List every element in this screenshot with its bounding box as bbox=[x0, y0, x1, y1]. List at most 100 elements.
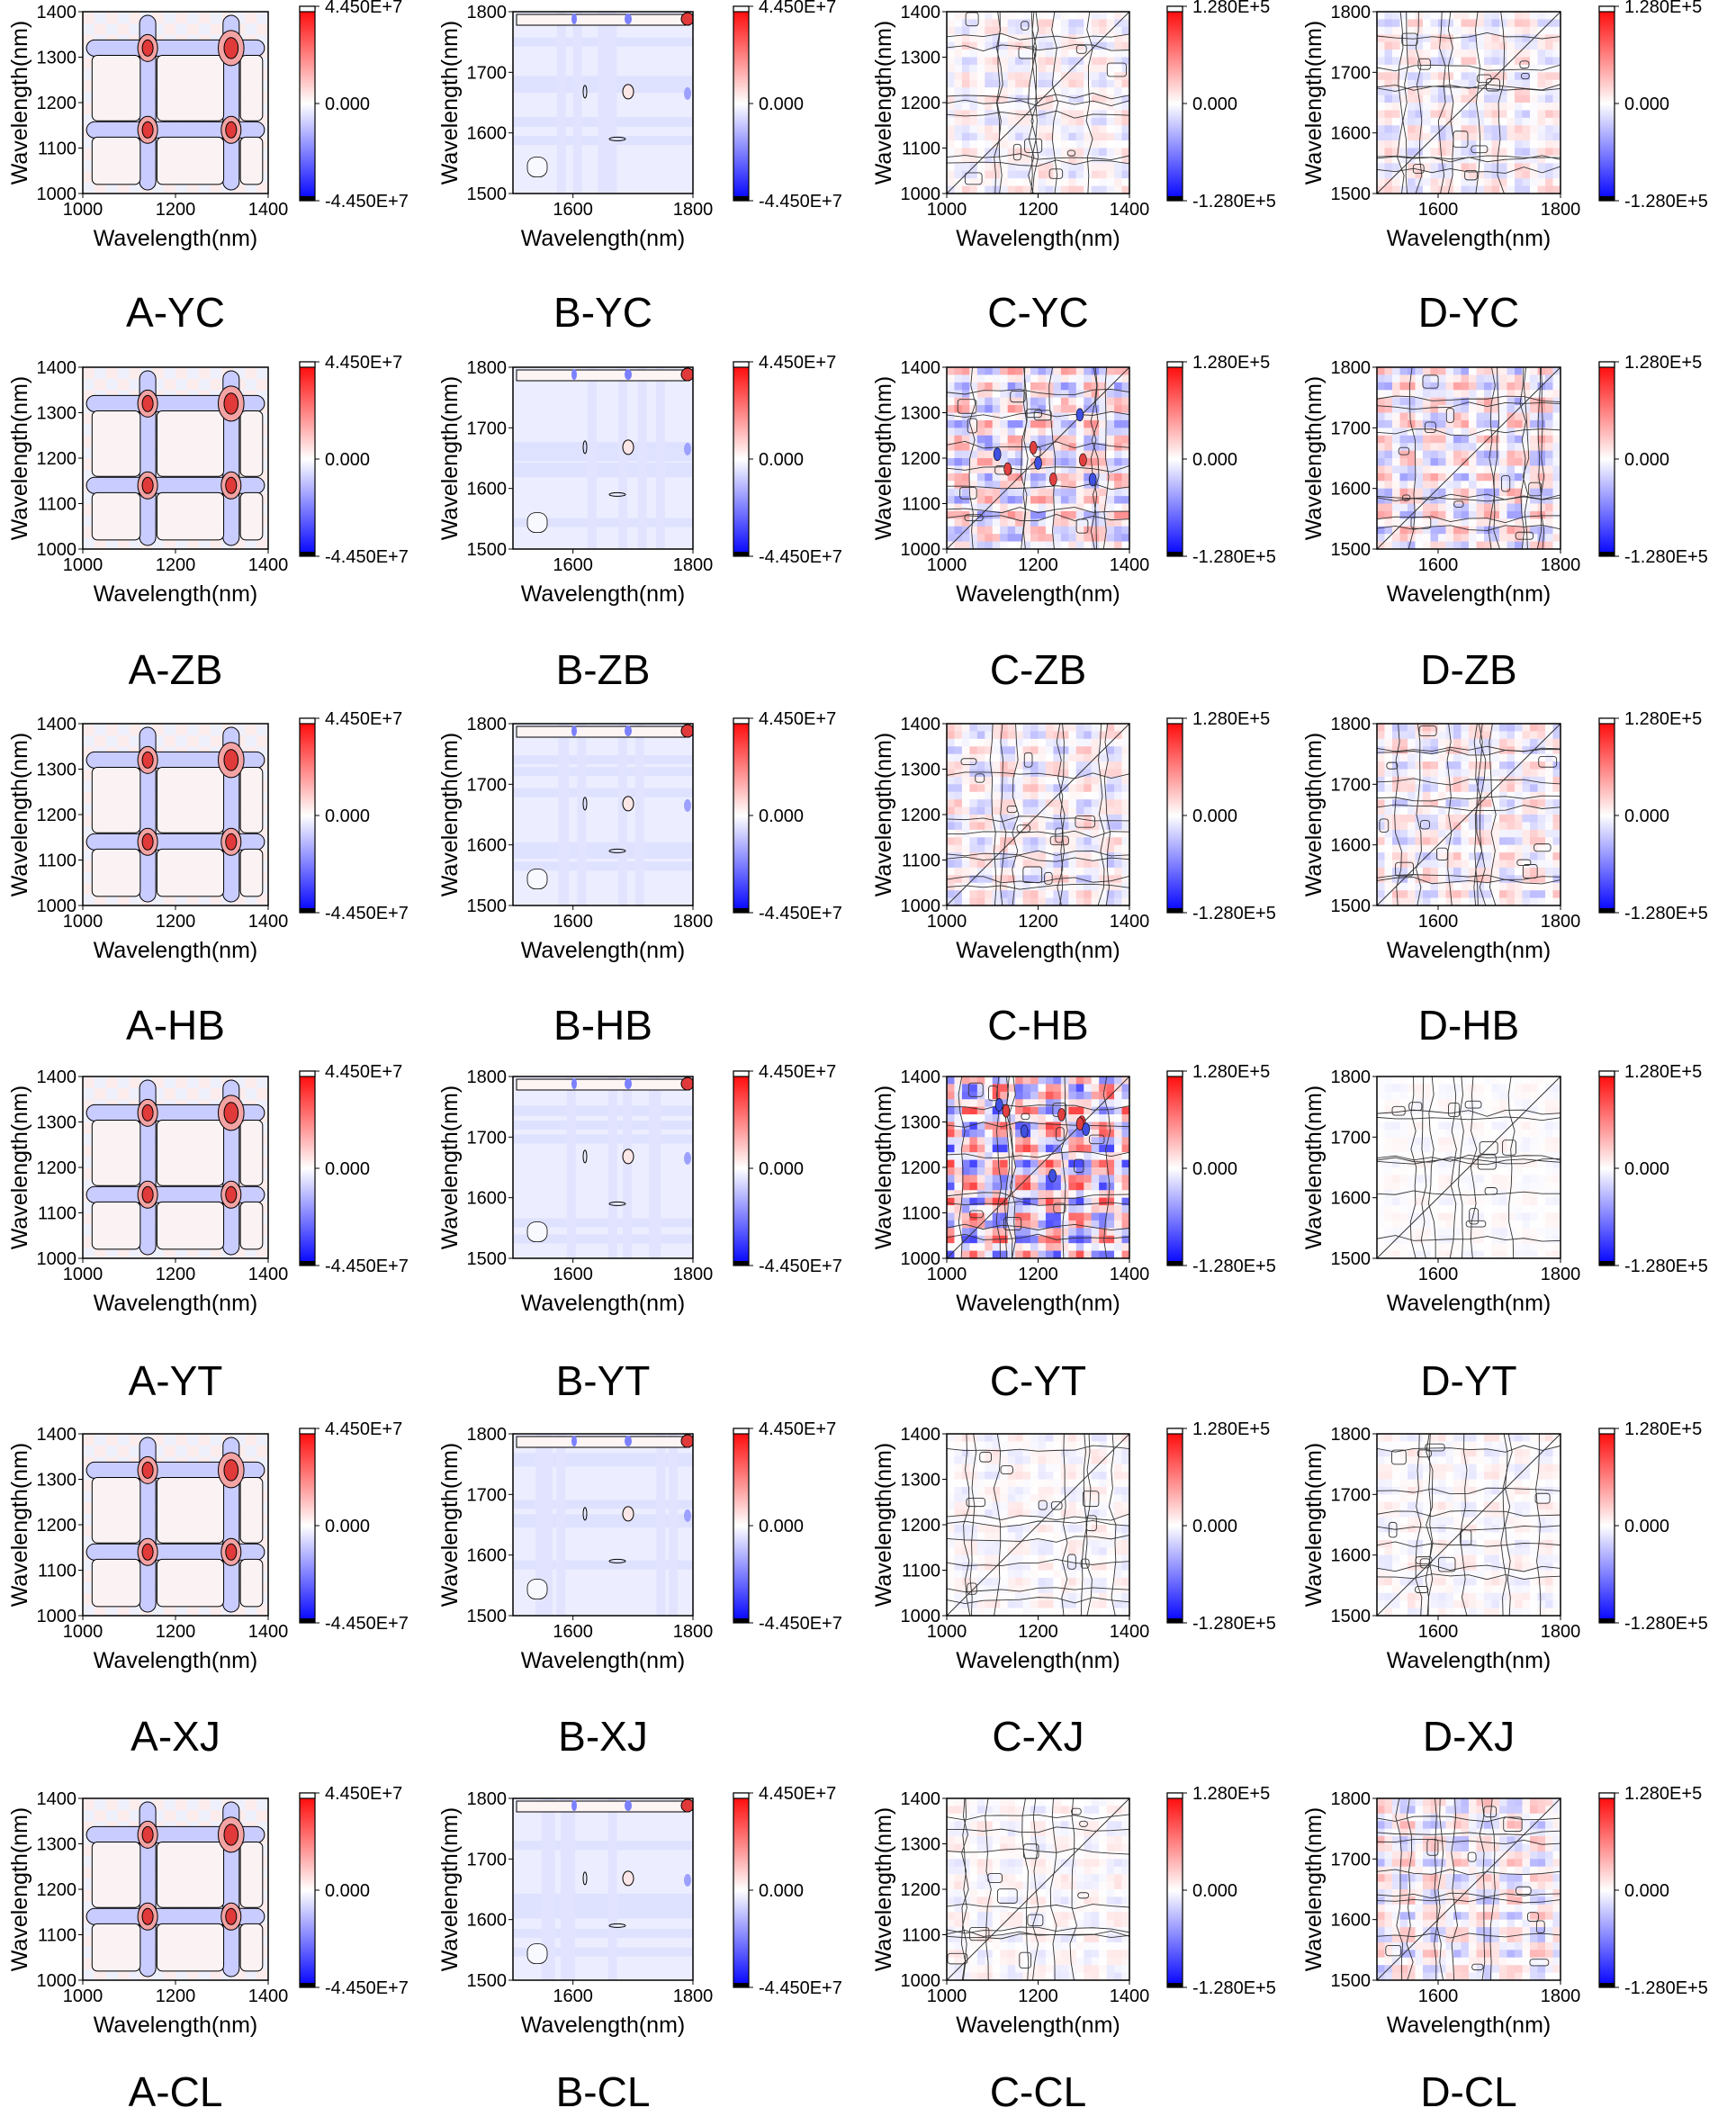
negative-peak bbox=[625, 369, 632, 380]
heat-cell bbox=[1415, 488, 1424, 497]
heat-cell bbox=[1423, 178, 1431, 186]
panel-D-ZB: 1600 18001500160017001800Wavelength(nm)Wa… bbox=[1301, 353, 1708, 693]
heat-cell bbox=[1491, 155, 1500, 164]
heat-cell bbox=[1106, 829, 1115, 838]
heat-cell bbox=[1075, 761, 1084, 770]
heat-cell bbox=[1545, 50, 1553, 58]
heat-cell bbox=[1438, 26, 1446, 35]
heat-cell bbox=[175, 367, 188, 380]
heat-cell bbox=[1545, 822, 1553, 831]
heat-cell bbox=[969, 374, 978, 383]
heat-cell bbox=[1453, 79, 1462, 88]
heat-cell bbox=[1015, 450, 1023, 459]
heat-cell bbox=[1007, 799, 1016, 807]
heat-cell bbox=[1060, 875, 1069, 884]
heat-cell bbox=[1423, 776, 1431, 785]
heat-cell bbox=[1415, 526, 1424, 535]
heat-cell bbox=[1075, 79, 1084, 88]
heat-cell bbox=[947, 34, 955, 42]
heat-cell bbox=[1007, 390, 1016, 398]
heat-cell bbox=[1476, 26, 1485, 35]
heat-cell bbox=[1453, 95, 1462, 104]
heat-cell bbox=[954, 72, 963, 81]
heat-cell bbox=[1038, 103, 1047, 111]
x-tick-label: 1000 bbox=[927, 200, 967, 220]
heat-cell bbox=[1484, 875, 1492, 884]
heat-cell bbox=[1507, 26, 1516, 35]
contour-lines bbox=[947, 367, 1129, 549]
colorbar-label: -1.280E+5 bbox=[1192, 547, 1276, 567]
heat-cell bbox=[1445, 897, 1454, 905]
heat-cell bbox=[1000, 776, 1008, 785]
heat-cell bbox=[1522, 34, 1531, 42]
heat-cell bbox=[1399, 829, 1408, 838]
y-tick-label: 1400 bbox=[901, 358, 941, 378]
positive-peak bbox=[680, 724, 693, 738]
panel-caption: C-YC bbox=[987, 289, 1088, 336]
heat-cell bbox=[1392, 473, 1400, 482]
y-axis-label: Wavelength(nm) bbox=[871, 21, 896, 185]
contour-line bbox=[1377, 84, 1561, 91]
heat-cell bbox=[1007, 753, 1016, 762]
heat-cell bbox=[1384, 791, 1393, 800]
heat-cell bbox=[961, 72, 970, 81]
heat-cell bbox=[1415, 473, 1424, 482]
heat-cell bbox=[1469, 170, 1477, 179]
heat-cell bbox=[1415, 26, 1424, 35]
heat-cell bbox=[1537, 724, 1546, 732]
heat-cell bbox=[1392, 41, 1400, 50]
heat-cell bbox=[1038, 731, 1047, 740]
heat-cell bbox=[1377, 50, 1385, 58]
heat-cell bbox=[1445, 72, 1454, 81]
heat-cell bbox=[1469, 731, 1477, 740]
x-tick-label: 1800 bbox=[673, 200, 714, 220]
heat-cell bbox=[976, 731, 985, 740]
heat-cell bbox=[1545, 178, 1553, 186]
heat-cell bbox=[1030, 397, 1039, 406]
heat-cell bbox=[94, 12, 107, 24]
heat-cell bbox=[1415, 12, 1424, 20]
heat-cell bbox=[1522, 95, 1531, 104]
heat-cell bbox=[947, 443, 955, 451]
contour-line bbox=[1377, 401, 1561, 410]
heat-cell bbox=[1461, 450, 1470, 459]
heat-cell bbox=[1038, 397, 1047, 406]
heat-cell bbox=[1545, 41, 1553, 50]
heat-cell bbox=[1522, 746, 1531, 754]
heat-cell bbox=[1015, 815, 1023, 823]
heat-cell bbox=[1084, 541, 1093, 549]
heat-cell bbox=[1499, 503, 1507, 512]
heat-cell bbox=[1515, 458, 1523, 466]
heat-cell bbox=[1045, 769, 1054, 778]
heat-cell bbox=[1499, 837, 1507, 845]
heat-cell bbox=[985, 367, 994, 375]
heat-cell bbox=[1007, 163, 1016, 172]
heat-cell bbox=[1399, 784, 1408, 793]
heat-cell bbox=[1084, 170, 1093, 179]
heat-cell bbox=[976, 890, 985, 898]
heat-cell bbox=[1423, 419, 1431, 428]
heat-cell bbox=[1484, 473, 1492, 482]
heat-cell bbox=[105, 378, 119, 391]
heat-cell bbox=[1499, 185, 1507, 194]
colorbar-label: 1.280E+5 bbox=[1624, 0, 1702, 17]
heat-cell bbox=[992, 867, 1001, 876]
heat-cell bbox=[1068, 875, 1077, 884]
heat-cell bbox=[1461, 481, 1470, 489]
heat-cell bbox=[1491, 412, 1500, 421]
heat-cell bbox=[969, 132, 978, 141]
heat-cell bbox=[1415, 125, 1424, 133]
heat-cell bbox=[1060, 791, 1069, 800]
heat-cell bbox=[1408, 185, 1416, 194]
heat-cell bbox=[1038, 829, 1047, 838]
heat-cell bbox=[992, 185, 1001, 194]
heat-cell bbox=[1530, 897, 1538, 905]
heat-cell bbox=[1530, 534, 1538, 542]
heat-cell bbox=[985, 496, 994, 504]
heat-cell bbox=[969, 34, 978, 42]
heat-cell bbox=[1099, 526, 1107, 535]
colorbar-label: 0.000 bbox=[759, 95, 804, 114]
heat-cell bbox=[1515, 170, 1523, 179]
heat-cell bbox=[1099, 117, 1107, 126]
heat-cell bbox=[961, 518, 970, 527]
